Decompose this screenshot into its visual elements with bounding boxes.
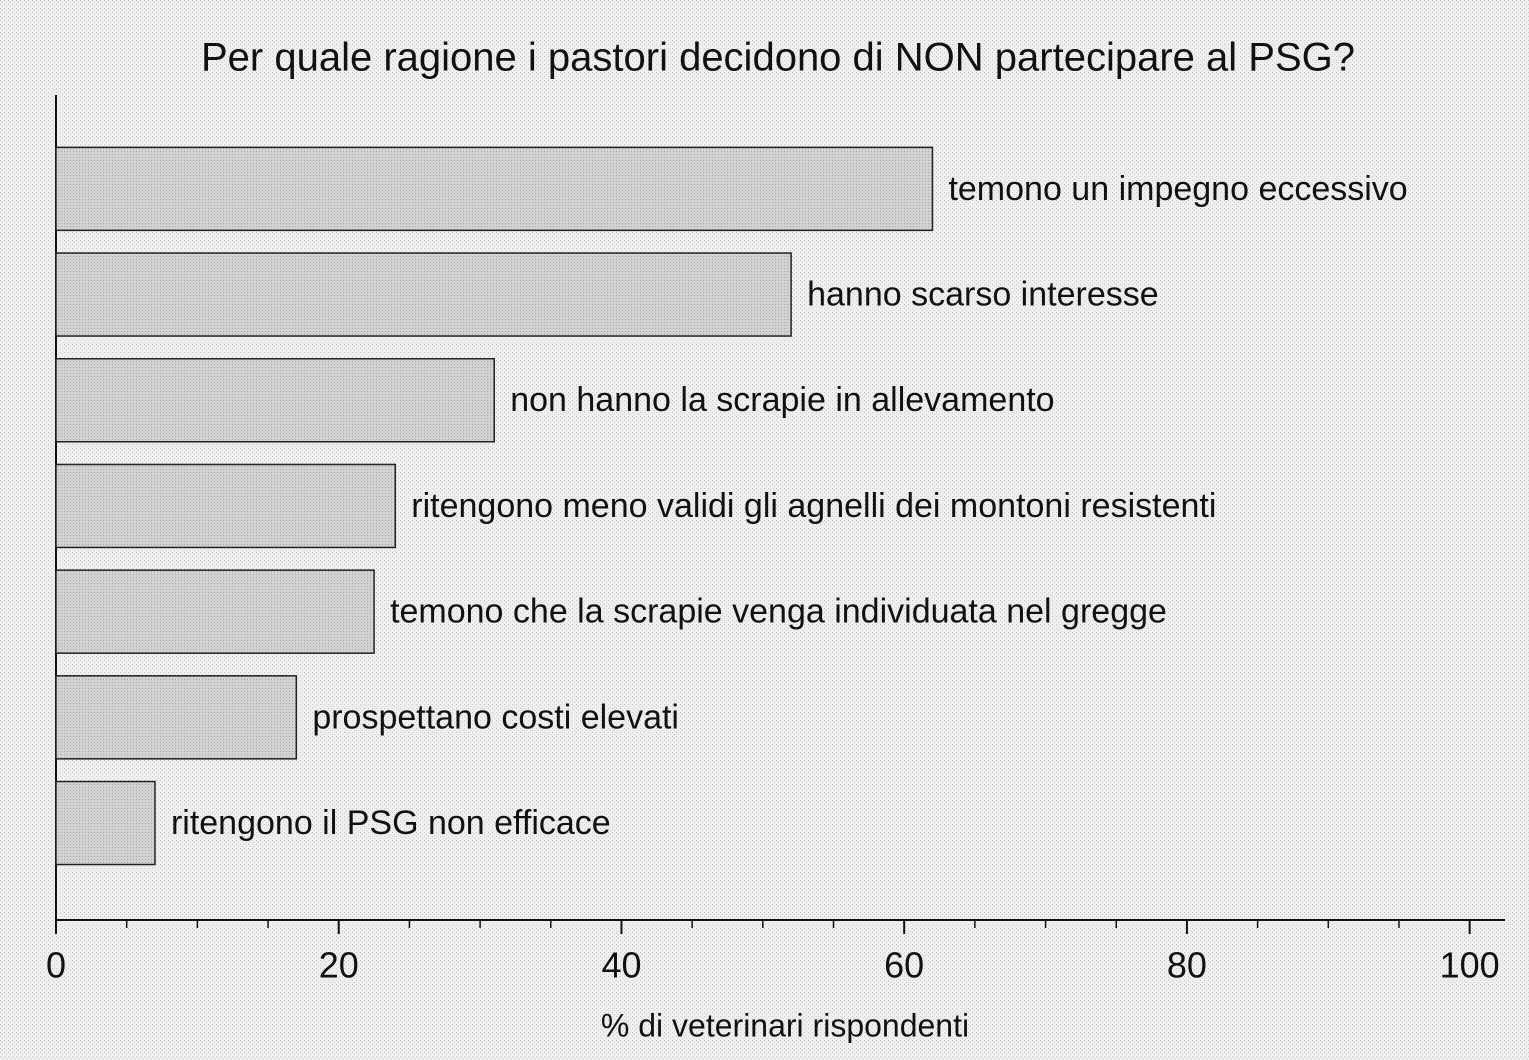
bar: [55, 146, 934, 232]
x-tick-label: 80: [1167, 945, 1207, 986]
chart-title: Per quale ragione i pastori decidono di …: [201, 36, 1355, 80]
x-axis-label: % di veterinari rispondenti: [601, 1007, 969, 1043]
x-tick-label: 0: [46, 945, 66, 986]
x-tick-label: 40: [601, 945, 641, 986]
category-label: ritengono meno validi gli agnelli dei mo…: [411, 487, 1216, 525]
category-label: non hanno la scrapie in allevamento: [510, 381, 1054, 419]
bar: [55, 675, 298, 760]
bar: [55, 252, 792, 337]
bar: [55, 780, 156, 866]
bar: [55, 463, 397, 549]
bar: [55, 569, 375, 654]
category-label: ritengono il PSG non efficace: [171, 804, 611, 842]
x-tick-label: 60: [884, 945, 924, 986]
x-tick-label: 100: [1440, 945, 1500, 986]
category-label: temono un impegno eccessivo: [948, 170, 1407, 208]
category-label: temono che la scrapie venga individuata …: [390, 593, 1167, 631]
category-label: hanno scarso interesse: [807, 276, 1159, 314]
category-label: prospettano costi elevati: [312, 698, 679, 736]
x-tick-label: 20: [319, 945, 359, 986]
bar: [55, 358, 495, 443]
